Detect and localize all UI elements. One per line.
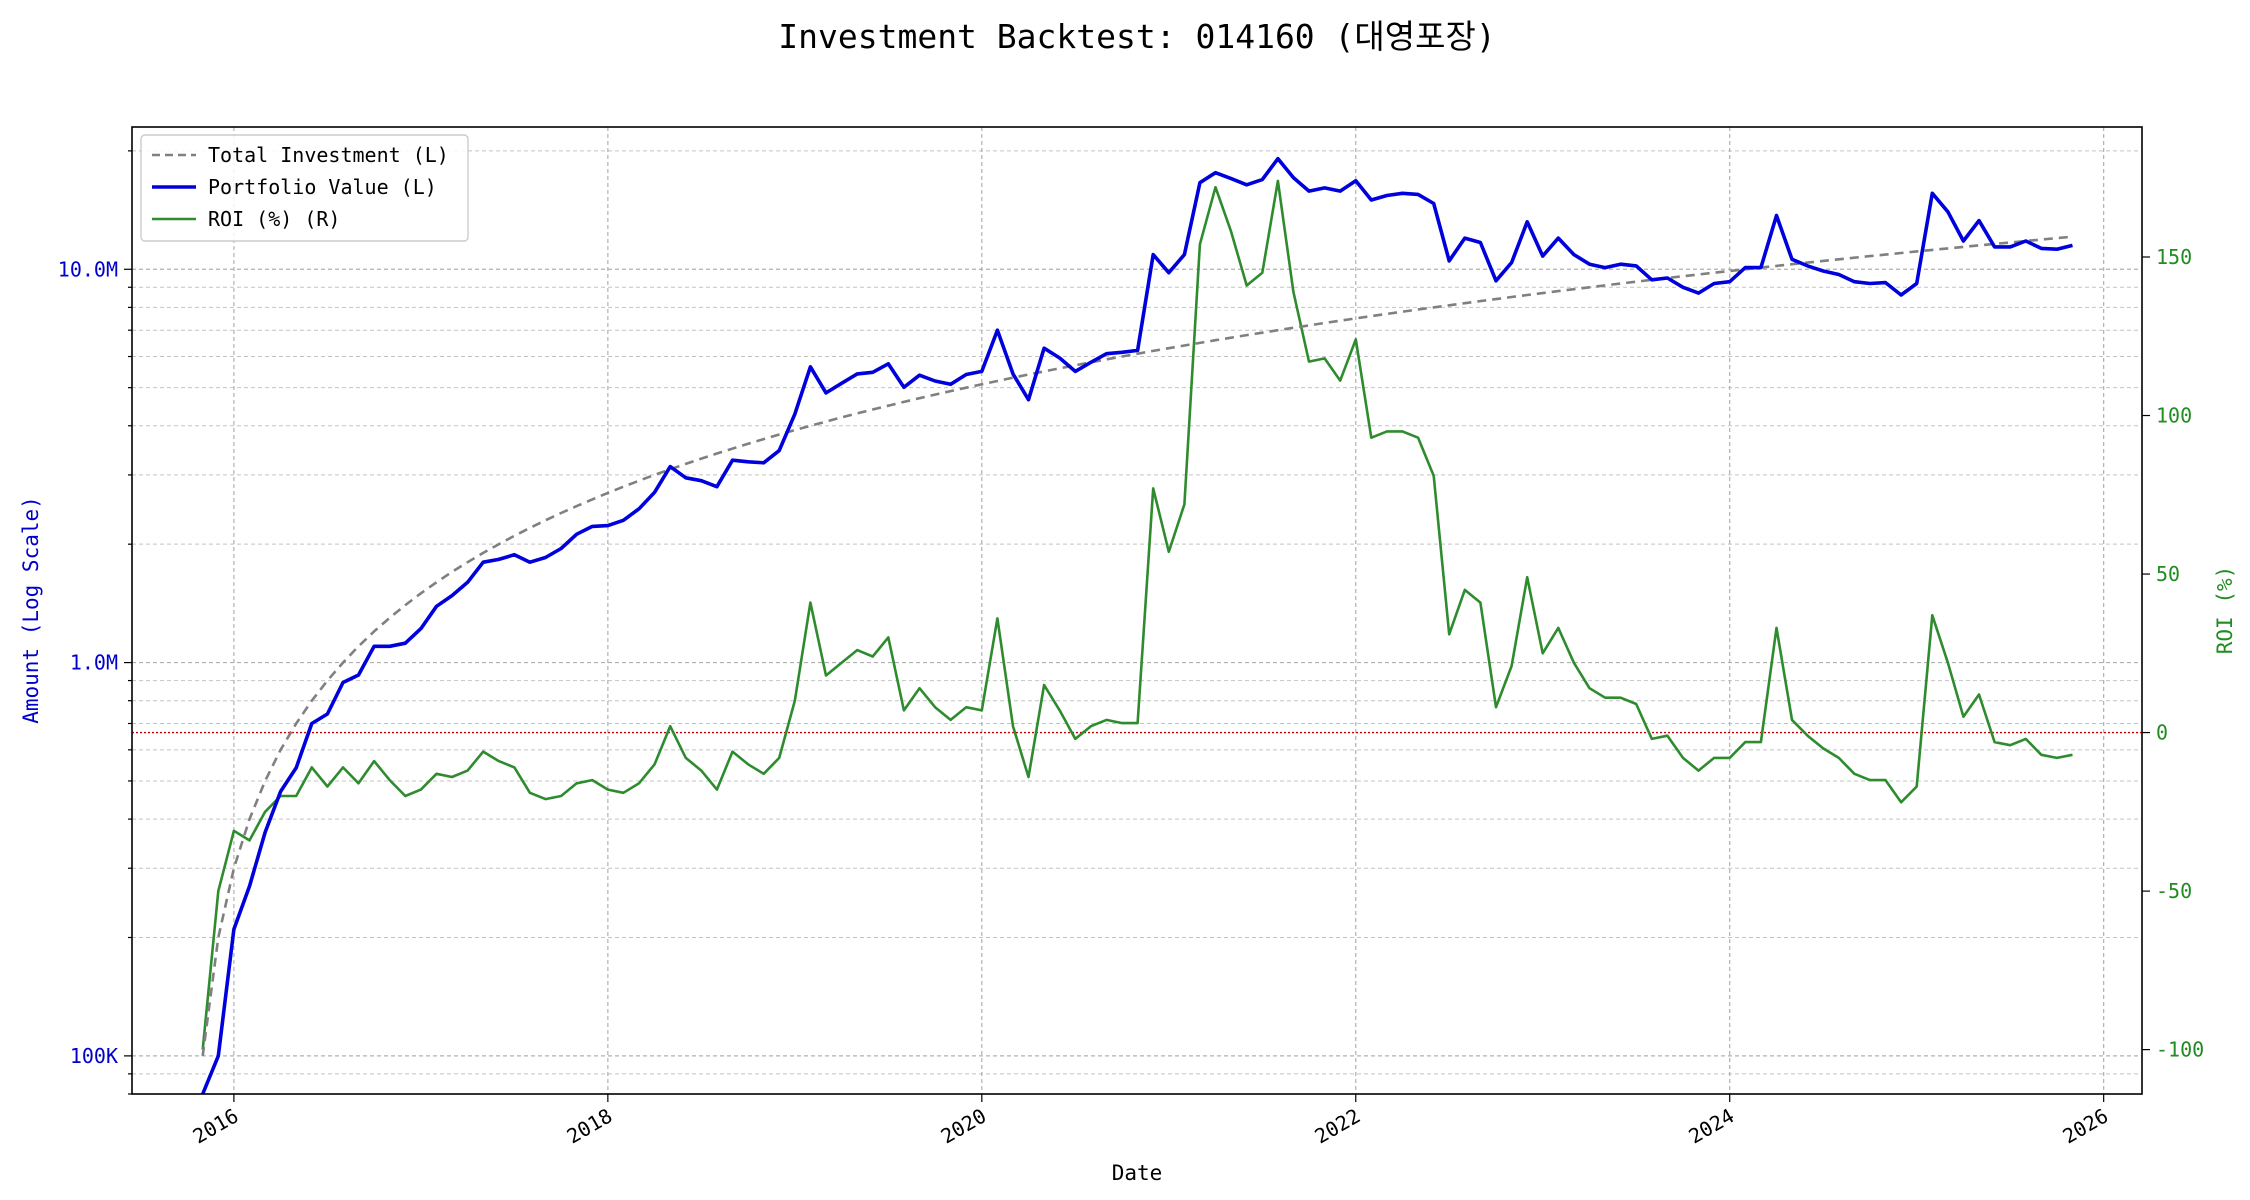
series-layer (201, 156, 2073, 1095)
y-left-tick-label: 100K (70, 1044, 118, 1068)
y-right-tick-label: -100 (2156, 1038, 2204, 1062)
series-roi (201, 179, 2073, 1050)
chart-title: Investment Backtest: 014160 (대영포장) (778, 17, 1495, 56)
legend-label-total-investment: Total Investment (L) (208, 143, 449, 167)
plot-frame (131, 126, 2143, 1095)
y-axis-right-label: ROI (%) (2213, 566, 2237, 655)
legend-box (140, 134, 469, 242)
y-axis-left-label: Amount (Log Scale) (19, 496, 43, 724)
y-left-tick-label: 1.0M (70, 651, 118, 675)
y-right-tick-label: 0 (2156, 721, 2168, 745)
y-right-tick-label: 100 (2156, 404, 2192, 428)
y-right-tick-label: 50 (2156, 562, 2180, 586)
legend: Total Investment (L) Portfolio Value (L)… (140, 134, 469, 242)
series-portfolio-value (201, 156, 2073, 1095)
y-right-tick-label: 150 (2156, 245, 2192, 269)
grid-layer (132, 127, 2142, 1095)
x-axis-label: Date (1112, 1161, 1163, 1185)
legend-label-portfolio-value: Portfolio Value (L) (208, 175, 437, 199)
y-left-tick-label: 10.0M (58, 257, 118, 281)
legend-label-roi: ROI (%) (R) (208, 207, 340, 231)
y-right-tick-label: -50 (2156, 879, 2192, 903)
